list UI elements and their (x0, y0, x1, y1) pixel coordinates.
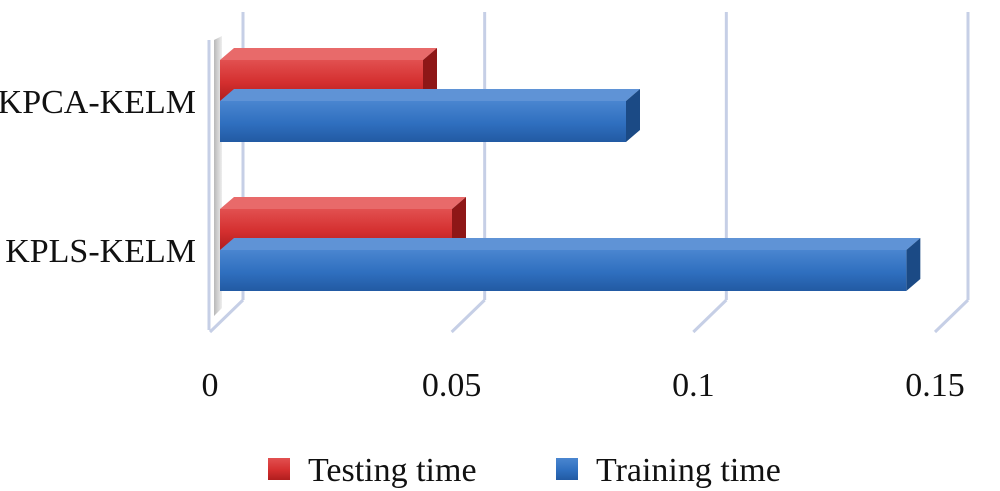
legend-swatch (268, 458, 290, 480)
category-label: KPCA-KELM (0, 84, 196, 121)
bar (220, 238, 921, 291)
x-tick-label: 0.15 (905, 367, 965, 404)
label-layer: 0 0.05 0.1 0.15 KPCA-KELM KPLS-KELM (0, 84, 965, 404)
category-label: KPLS-KELM (5, 233, 196, 270)
legend-item: Training time (556, 452, 781, 489)
gridline-floor (933, 298, 970, 334)
gridline-floor (208, 298, 245, 334)
gridline-floor (450, 298, 486, 334)
legend-label: Training time (596, 452, 781, 489)
legend-swatch (556, 458, 578, 480)
x-tick-label: 0.05 (422, 367, 482, 404)
gridline-floor (692, 298, 728, 334)
x-tick-label: 0 (202, 367, 219, 404)
legend: Testing time Training time (268, 452, 781, 489)
x-tick-label: 0.1 (672, 367, 715, 404)
legend-item: Testing time (268, 452, 477, 489)
legend-label: Testing time (308, 452, 477, 489)
bar (220, 89, 640, 142)
bar-layer (220, 48, 921, 291)
